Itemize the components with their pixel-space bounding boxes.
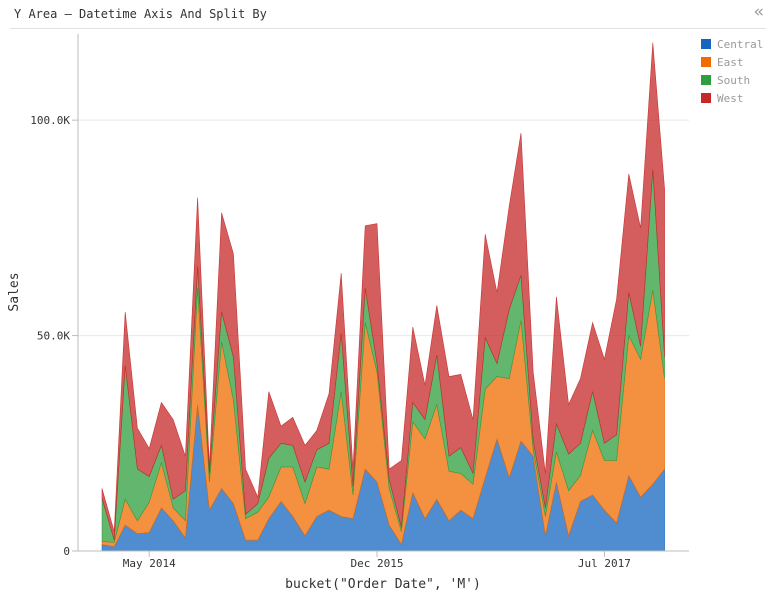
legend-label: West [717, 91, 744, 105]
legend-label: East [717, 55, 744, 69]
legend-label: Central [717, 37, 764, 51]
legend-label: South [717, 73, 751, 87]
area-west[interactable] [101, 42, 665, 541]
legend-item-central[interactable]: Central [701, 35, 763, 53]
x-tick-label-0: May 2014 [123, 557, 176, 570]
x-tick-label-1: Dec 2015 [351, 557, 404, 570]
legend-item-east[interactable]: East [701, 53, 763, 71]
legend-item-west[interactable]: West [701, 89, 763, 107]
y-axis-label: Sales [7, 272, 22, 311]
y-tick-label-2: 100.0K [30, 114, 70, 127]
double-chevron-left-icon[interactable]: « [753, 2, 764, 22]
x-axis-label: bucket("Order Date", 'M') [285, 577, 481, 592]
area-series [101, 42, 665, 552]
x-tick-label-2: Jul 2017 [578, 557, 631, 570]
y-tick-label-0: 0 [63, 545, 70, 558]
y-tick-label-1: 50.0K [37, 330, 70, 343]
legend-item-south[interactable]: South [701, 71, 763, 89]
legend-swatch [701, 75, 711, 85]
legend: Central East South West [701, 35, 763, 107]
legend-swatch [701, 93, 711, 103]
grid-lines [78, 119, 689, 337]
panel-header: Y Area – Datetime Axis And Split By « [10, 0, 766, 29]
tick-labels: 0 50.0K 100.0K May 2014 Dec 2015 Jul 2017 [30, 114, 631, 570]
legend-swatch [701, 39, 711, 49]
chart-title: Y Area – Datetime Axis And Split By [14, 7, 267, 21]
legend-swatch [701, 57, 711, 67]
